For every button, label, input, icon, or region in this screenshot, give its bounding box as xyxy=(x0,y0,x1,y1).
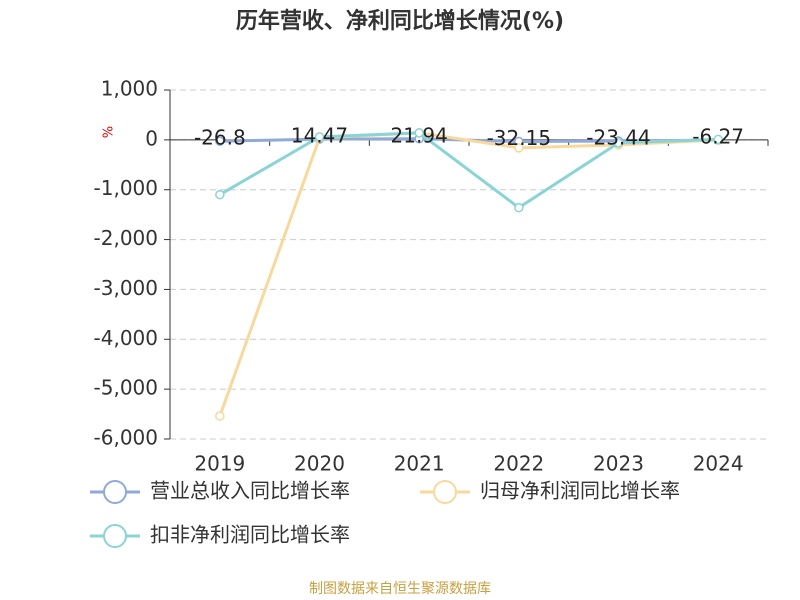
point xyxy=(514,143,524,153)
point xyxy=(215,411,225,421)
x-tick-label: 2020 xyxy=(294,452,345,476)
point xyxy=(215,189,225,200)
x-tick-label: 2021 xyxy=(394,452,445,476)
point xyxy=(713,134,723,145)
series-line xyxy=(218,131,719,417)
legend-label: 归母净利润同比增长率 xyxy=(480,479,680,503)
data-label: -6.27 xyxy=(692,125,744,149)
y-tick-label: 0 xyxy=(145,126,158,150)
legend-marker xyxy=(433,480,457,504)
point xyxy=(613,138,624,148)
data-label: 14.47 xyxy=(291,124,348,148)
legend-label: 营业总收入同比增长率 xyxy=(150,479,350,503)
y-tick-label: -5,000 xyxy=(94,376,158,400)
y-tick-label: -6,000 xyxy=(94,426,158,450)
x-tick-label: 2019 xyxy=(194,452,245,476)
data-label: -32.15 xyxy=(487,126,551,150)
data-label: 21.94 xyxy=(391,123,448,147)
x-tick-label: 2022 xyxy=(493,452,544,476)
source: 制图数据来自恒生聚源数据库 xyxy=(309,581,491,597)
y-axis-label: % xyxy=(99,126,114,138)
x-tick-label: 2024 xyxy=(693,452,744,476)
point xyxy=(314,132,325,142)
y-tick-label: -1,000 xyxy=(94,176,158,200)
series-line xyxy=(219,131,719,210)
point xyxy=(414,128,424,138)
point xyxy=(215,136,225,146)
legend-marker xyxy=(103,524,127,548)
y-tick-label: -2,000 xyxy=(94,226,158,250)
chart-title: 历年营收、净利同比增长情况(%) xyxy=(236,8,564,34)
y-tick-label: -4,000 xyxy=(94,326,158,350)
x-tick-label: 2023 xyxy=(593,452,644,476)
data-label: -23.44 xyxy=(586,126,650,150)
y-tick-label: -3,000 xyxy=(94,276,158,300)
y-tick-label: 1,000 xyxy=(101,77,158,101)
legend-label: 扣非净利润同比增长率 xyxy=(150,523,350,547)
data-label: -26.8 xyxy=(194,126,246,150)
point xyxy=(514,202,524,213)
legend-marker xyxy=(103,480,127,504)
